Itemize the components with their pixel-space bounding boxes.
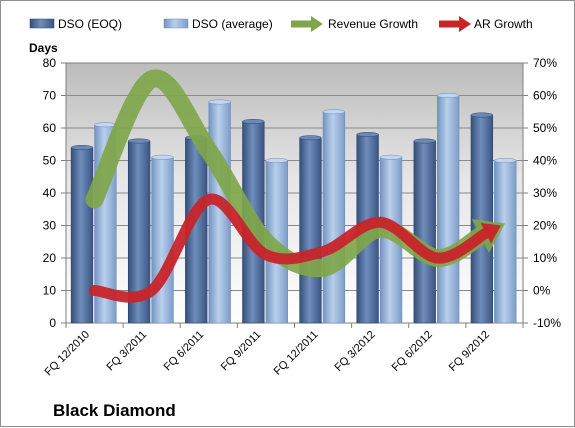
- bar-cap-dso-average-1: [151, 154, 174, 160]
- left-tick-label: 70: [43, 89, 57, 103]
- x-axis-ticks: FQ 12/2010 FQ 3/2011 FQ 6/2011 FQ 9/2011 FQ …: [43, 323, 524, 379]
- x-tick-label-fq-6-2011: FQ 6/2011: [162, 329, 207, 374]
- right-tick-label: 70%: [533, 56, 557, 70]
- bar-cap-dso-average-4: [322, 109, 346, 115]
- left-axis-ticks: 0 10 20 30 40 50 60 70 80: [43, 56, 66, 330]
- x-tick-label-fq-9-2012: FQ 9/2012: [447, 329, 492, 374]
- legend-label-dso-average: DSO (average): [192, 17, 273, 31]
- line-ar-growth: [89, 193, 492, 303]
- left-axis-title: Days: [29, 41, 58, 55]
- bar-cap-dso-eoq-6: [413, 138, 436, 144]
- bar-cap-dso-eoq-0: [70, 145, 94, 150]
- bar-cap-dso-average-2: [208, 99, 231, 105]
- legend-swatch-ar-growth: [439, 16, 471, 32]
- legend-swatch-dso-average: [163, 18, 189, 29]
- x-tick-label-fq-9-2011: FQ 9/2011: [219, 329, 264, 374]
- right-tick-label: 10%: [533, 251, 557, 265]
- right-tick-label: 30%: [533, 186, 557, 200]
- legend-swatch-dso-eoq: [29, 18, 55, 29]
- right-tick-label: -10%: [533, 316, 561, 330]
- left-tick-label: 80: [43, 56, 57, 70]
- right-axis-ticks: -10% 0% 10% 20% 30% 40% 50% 60% 70%: [523, 56, 561, 330]
- bar-cap-dso-average-3: [265, 158, 288, 163]
- left-tick-label: 20: [43, 251, 57, 265]
- right-tick-label: 40%: [533, 154, 557, 168]
- bar-cap-dso-average-0: [94, 122, 117, 128]
- bar-dso-eoq-6: [413, 140, 436, 324]
- legend-swatch-revenue-growth: [291, 16, 323, 32]
- right-tick-label: 0%: [533, 284, 551, 298]
- bar-cap-dso-eoq-1: [128, 138, 151, 144]
- bar-dso-average-4: [322, 111, 346, 324]
- right-tick-label: 20%: [533, 219, 557, 233]
- left-tick-label: 30: [43, 219, 57, 233]
- x-tick-label-fq-12-2010: FQ 12/2010: [43, 329, 93, 379]
- bar-dso-average-1: [151, 156, 174, 324]
- arrowhead-ar-growth: [480, 222, 501, 244]
- bar-dso-average-6: [437, 95, 460, 324]
- right-tick-label: 60%: [533, 89, 557, 103]
- bar-cap-dso-eoq-3: [242, 119, 265, 124]
- x-tick-label-fq-3-2011: FQ 3/2011: [105, 329, 150, 374]
- legend-label-revenue-growth: Revenue Growth: [328, 17, 418, 31]
- x-tick-label-fq-6-2012: FQ 6/2012: [390, 329, 435, 374]
- left-tick-label: 10: [43, 284, 57, 298]
- legend-label-dso-eoq: DSO (EOQ): [58, 17, 122, 31]
- bar-dso-eoq-0: [70, 147, 94, 324]
- left-tick-label: 60: [43, 121, 57, 135]
- left-tick-label: 0: [49, 316, 56, 330]
- bar-dso-eoq-4: [299, 137, 322, 324]
- bar-cap-dso-eoq-4: [299, 135, 322, 141]
- company-name: Black Diamond: [53, 401, 176, 420]
- right-tick-label: 50%: [533, 121, 557, 135]
- bar-dso-eoq-7: [470, 114, 494, 324]
- legend-label-ar-growth: AR Growth: [474, 17, 533, 31]
- line-group: [85, 69, 506, 303]
- left-tick-label: 50: [43, 154, 57, 168]
- bar-cap-dso-average-7: [494, 158, 517, 163]
- x-tick-label-fq-3-2012: FQ 3/2012: [332, 329, 377, 374]
- bar-cap-dso-eoq-7: [470, 112, 493, 118]
- legend: DSO (EOQ) DSO (average) Revenue Growth A…: [29, 16, 533, 32]
- x-tick-label-fq-12-2011: FQ 12/2011: [272, 329, 321, 378]
- bar-cap-dso-average-6: [437, 93, 460, 98]
- left-tick-label: 40: [43, 186, 57, 200]
- bar-cap-dso-eoq-5: [356, 132, 379, 137]
- bar-dso-average-7: [494, 160, 517, 324]
- bar-cap-dso-average-5: [379, 154, 403, 160]
